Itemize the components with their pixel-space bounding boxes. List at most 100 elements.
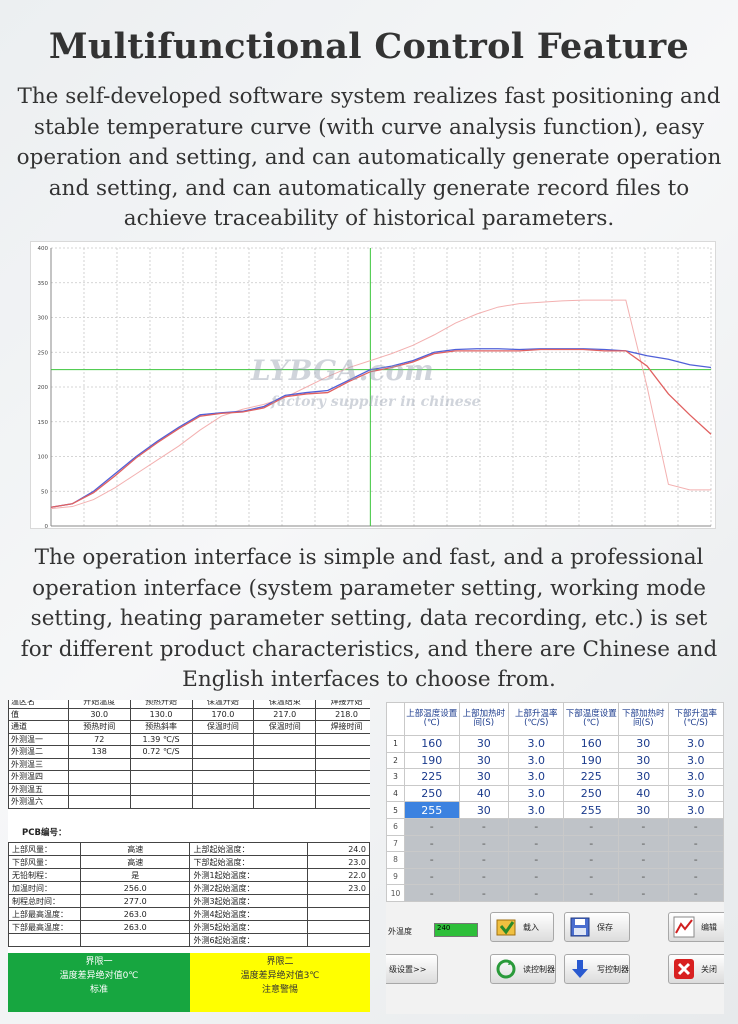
parameter-cell[interactable]: 30	[458, 801, 510, 819]
info-table: 上部风量： 高速 上部起始温度： 24.0 下部风量： 高速 下部起始温度： 23.0 无铅制程…	[8, 842, 370, 947]
parameter-cell[interactable]: -	[508, 867, 565, 886]
parameter-cell[interactable]: -	[618, 834, 669, 853]
parameter-cell[interactable]: -	[667, 834, 724, 853]
parameter-cell[interactable]: 250	[563, 784, 620, 803]
parameter-row: 5 255 30 3.0 255 30 3.0	[386, 801, 724, 819]
parameter-cell[interactable]: 190	[404, 751, 460, 770]
parameter-cell[interactable]: -	[458, 851, 510, 869]
parameter-cell[interactable]: -	[508, 817, 565, 836]
parameter-cell[interactable]: -	[563, 817, 620, 836]
limit-one-text: 温度差异绝对值0℃	[59, 971, 139, 981]
parameter-cell[interactable]: 3.0	[667, 784, 724, 803]
parameter-cell[interactable]: -	[667, 867, 724, 886]
close-button[interactable]: 关闭	[668, 954, 724, 984]
parameter-cell[interactable]: -	[458, 834, 510, 853]
zone-cell	[67, 795, 131, 809]
load-icon	[495, 916, 517, 938]
parameter-cell[interactable]: 30	[458, 751, 510, 770]
column-header: 下部升温率(℃/S)	[667, 702, 724, 736]
zone-cell	[315, 757, 370, 771]
limit-two-box: 界限二 温度差异绝对值3℃ 注意警惕	[190, 953, 370, 1012]
parameter-cell[interactable]: -	[404, 851, 460, 869]
parameter-cell[interactable]: 40	[618, 784, 669, 803]
series-line-3	[50, 348, 712, 508]
y-tick-label: 350	[38, 281, 49, 287]
zone-cell	[253, 745, 317, 759]
parameter-cell[interactable]: -	[618, 867, 669, 886]
read-controller-button[interactable]: 读控制器	[490, 954, 556, 984]
parameter-cell[interactable]: 3.0	[508, 751, 565, 770]
write-controller-button[interactable]: 写控制器	[564, 954, 630, 984]
parameter-cell[interactable]: -	[618, 884, 669, 902]
parameter-cell[interactable]: 3.0	[508, 768, 565, 786]
parameter-cell[interactable]: -	[618, 817, 669, 836]
y-tick-label: 300	[38, 316, 49, 322]
close-label: 关闭	[701, 964, 717, 974]
parameter-cell[interactable]: 30	[618, 735, 669, 753]
edit-button[interactable]: 编辑	[668, 912, 724, 942]
parameter-cell[interactable]: -	[563, 834, 620, 853]
parameter-cell[interactable]: -	[667, 884, 724, 902]
zone-cell: 开始温度	[67, 700, 131, 709]
parameter-cell[interactable]: 190	[563, 751, 620, 770]
y-tick-label: 400	[38, 246, 49, 252]
parameter-cell[interactable]: 3.0	[667, 735, 724, 753]
advanced-settings-button[interactable]: 级设置>>	[386, 954, 438, 984]
parameter-cell[interactable]: 3.0	[667, 768, 724, 786]
parameter-cell[interactable]: 225	[563, 768, 620, 786]
parameter-cell[interactable]: 3.0	[508, 801, 565, 819]
parameter-cell[interactable]: -	[458, 867, 510, 886]
info-cell: 高速	[79, 855, 191, 869]
parameter-cell[interactable]: 3.0	[667, 801, 724, 819]
zone-cell: 预热时间	[67, 720, 131, 734]
parameter-cell[interactable]: -	[563, 884, 620, 902]
parameter-cell[interactable]: -	[563, 851, 620, 869]
column-header: 上部升温率(℃/S)	[508, 702, 565, 736]
info-cell: 无铅制程：	[8, 868, 81, 882]
zone-row: 外测温三	[8, 757, 370, 771]
parameter-cell[interactable]: -	[404, 867, 460, 886]
load-button[interactable]: 载入	[490, 912, 554, 942]
zone-cell: 外测温二	[8, 745, 69, 759]
parameter-cell[interactable]: 250	[404, 784, 460, 803]
parameter-cell[interactable]: -	[618, 851, 669, 869]
parameter-cell[interactable]: 30	[618, 801, 669, 819]
zone-cell: 保温时间	[191, 720, 255, 734]
parameter-cell[interactable]: 160	[563, 735, 620, 753]
parameter-cell[interactable]: 30	[618, 751, 669, 770]
read-controller-label: 读控制器	[523, 964, 555, 974]
parameter-cell[interactable]: -	[508, 884, 565, 902]
parameter-cell[interactable]: -	[404, 884, 460, 902]
parameter-cell[interactable]: -	[508, 834, 565, 853]
parameter-cell[interactable]: -	[563, 867, 620, 886]
parameter-cell[interactable]: 255	[563, 801, 620, 819]
parameter-cell[interactable]: 225	[404, 768, 460, 786]
limit-two-text: 温度差异绝对值3℃	[240, 971, 320, 981]
load-label: 载入	[523, 922, 539, 932]
parameter-cell[interactable]: 30	[458, 768, 510, 786]
parameter-cell[interactable]: 3.0	[667, 751, 724, 770]
parameter-cell[interactable]: 3.0	[508, 784, 565, 803]
parameter-cell[interactable]: 30	[618, 768, 669, 786]
parameter-cell[interactable]: -	[458, 817, 510, 836]
y-tick-label: 100	[38, 455, 49, 461]
parameter-cell[interactable]: 160	[404, 735, 460, 753]
parameter-cell[interactable]: -	[404, 817, 460, 836]
parameter-cell[interactable]: -	[458, 884, 510, 902]
save-button[interactable]: 保存	[564, 912, 630, 942]
parameter-cell[interactable]: -	[667, 817, 724, 836]
series-line-2	[50, 348, 712, 508]
info-row: 外测6起始温度：	[8, 933, 370, 947]
parameter-cell[interactable]: -	[508, 851, 565, 869]
parameter-row: 7------	[386, 834, 724, 853]
parameter-cell[interactable]: 30	[458, 735, 510, 753]
parameter-cell[interactable]: 3.0	[508, 735, 565, 753]
temperature-curve-chart: 0 50 100 150 200 250 300 350 400 LYBGA.com facto…	[30, 241, 716, 530]
info-cell: 22.0	[307, 868, 370, 882]
parameter-cell[interactable]: -	[667, 851, 724, 869]
parameter-cell[interactable]: -	[404, 834, 460, 853]
limit-one-box: 界限一 温度差异绝对值0℃ 标准	[8, 953, 190, 1012]
parameter-cell[interactable]: 40	[458, 784, 510, 803]
parameter-cell[interactable]: 255	[404, 801, 460, 819]
info-cell: 下部风量：	[8, 855, 81, 869]
